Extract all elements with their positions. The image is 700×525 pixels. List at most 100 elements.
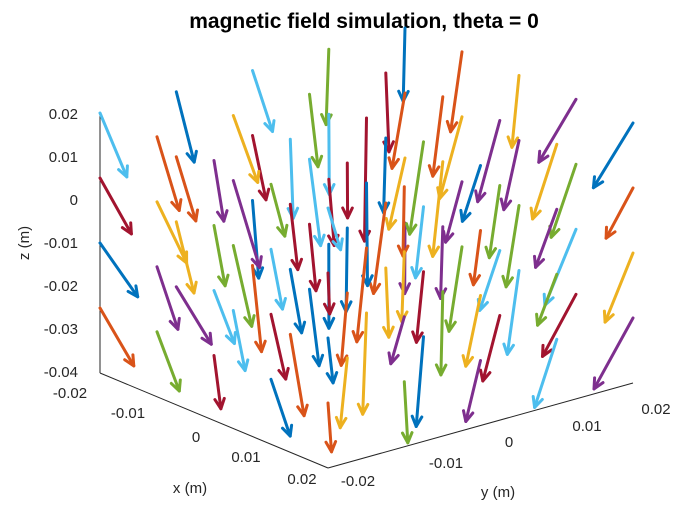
field-arrow	[444, 245, 464, 333]
arrow-shaft	[308, 222, 318, 293]
arrow-shaft	[536, 272, 559, 327]
field-arrow	[155, 200, 189, 265]
field-arrow	[288, 267, 307, 335]
arrow-head	[310, 154, 324, 169]
arrow-shaft	[326, 336, 335, 385]
field-arrow	[427, 95, 445, 178]
field-arrow	[604, 186, 635, 240]
arrow-shaft	[438, 115, 464, 200]
arrow-head	[126, 284, 140, 299]
arrow-head	[217, 273, 230, 288]
arrow-head	[323, 302, 336, 316]
arrow-shaft	[98, 111, 129, 179]
arrow-head	[290, 257, 303, 272]
arrow-head	[200, 331, 213, 346]
arrow-head	[387, 156, 400, 170]
field-arrow	[251, 69, 276, 133]
field-arrow	[326, 206, 344, 252]
arrow-head	[541, 343, 553, 358]
field-arrow	[341, 161, 354, 220]
arrow-shaft	[384, 71, 391, 154]
arrow-head	[398, 282, 411, 296]
arrow-shaft	[212, 354, 223, 411]
arrow-shaft	[402, 380, 410, 445]
y-tick-label: -0.02	[341, 473, 375, 490]
field-arrow	[502, 269, 521, 356]
arrow-shaft	[251, 134, 268, 202]
arrow-shaft	[387, 156, 407, 231]
field-arrow	[308, 287, 325, 368]
arrow-head	[592, 376, 605, 391]
field-arrow	[434, 290, 448, 377]
arrow-shaft	[447, 245, 464, 333]
field-arrow	[479, 314, 502, 383]
field-arrow	[499, 139, 521, 212]
arrow-shaft	[431, 160, 445, 258]
field-arrow	[324, 401, 338, 454]
arrow-shaft	[505, 269, 521, 356]
arrow-head	[263, 119, 276, 133]
field-arrow	[288, 332, 309, 418]
field-arrow	[396, 185, 410, 258]
arrow-head	[213, 396, 226, 411]
arrow-head	[533, 254, 545, 269]
arrow-shaft	[326, 271, 332, 316]
arrow-head	[537, 149, 550, 164]
arrow-head	[251, 266, 265, 280]
arrow-shaft	[231, 309, 247, 373]
field-arrow	[351, 246, 368, 344]
field-arrow	[212, 224, 230, 288]
field-arrow	[591, 121, 635, 190]
arrow-shaft	[408, 140, 425, 236]
arrow-head	[445, 119, 459, 134]
x-tick-label: -0.02	[53, 385, 87, 402]
field-arrow	[387, 315, 406, 366]
field-arrow	[397, 26, 410, 103]
y-axis-label: y (m)	[481, 484, 515, 501]
field-arrow	[592, 316, 635, 391]
arrow-shaft	[308, 287, 321, 368]
z-tick-label: -0.04	[44, 364, 78, 381]
arrow-shaft	[504, 204, 521, 289]
y-tick-label: 0.02	[641, 401, 670, 418]
x-tick-label: 0.01	[231, 449, 260, 466]
arrow-head	[442, 229, 455, 244]
arrow-shaft	[401, 26, 407, 103]
x-axis-label: x (m)	[173, 480, 207, 497]
chart-title: magnetic field simulation, theta = 0	[189, 10, 539, 33]
arrow-head	[434, 363, 448, 377]
field-arrow	[533, 207, 559, 269]
z-tick-label: -0.02	[44, 278, 78, 295]
field-arrow	[468, 229, 482, 287]
arrow-head	[276, 223, 289, 238]
arrow-shaft	[324, 47, 331, 127]
arrow-shaft	[534, 207, 559, 269]
field-arrow	[155, 265, 181, 331]
arrow-head	[468, 272, 481, 287]
arrow-head	[535, 312, 548, 327]
field-arrow	[368, 201, 388, 295]
field-arrow	[335, 291, 349, 367]
arrow-head	[331, 237, 344, 252]
field-arrow	[410, 205, 425, 280]
z-tick-label: -0.03	[44, 321, 78, 338]
field-arrow	[501, 204, 521, 289]
arrow-head	[382, 325, 395, 339]
field-arrow	[506, 74, 521, 149]
arrow-shaft	[592, 316, 635, 391]
field-arrow	[334, 356, 349, 430]
arrow-shaft	[326, 401, 333, 454]
arrow-head	[368, 281, 382, 295]
field-arrow	[323, 271, 336, 316]
arrow-shaft	[603, 251, 635, 324]
arrow-head	[185, 280, 198, 295]
arrow-shaft	[327, 177, 336, 247]
arrow-shaft	[502, 139, 521, 212]
arrow-shaft	[338, 356, 349, 430]
field-arrow	[602, 251, 635, 324]
arrow-shaft	[464, 294, 482, 368]
field-arrow	[155, 135, 183, 212]
tick-labels: 0.02 0.01 0 -0.01 -0.02 -0.03 -0.04 -0.0…	[44, 106, 671, 490]
arrow-shaft	[269, 377, 292, 438]
field-arrow	[174, 155, 199, 223]
